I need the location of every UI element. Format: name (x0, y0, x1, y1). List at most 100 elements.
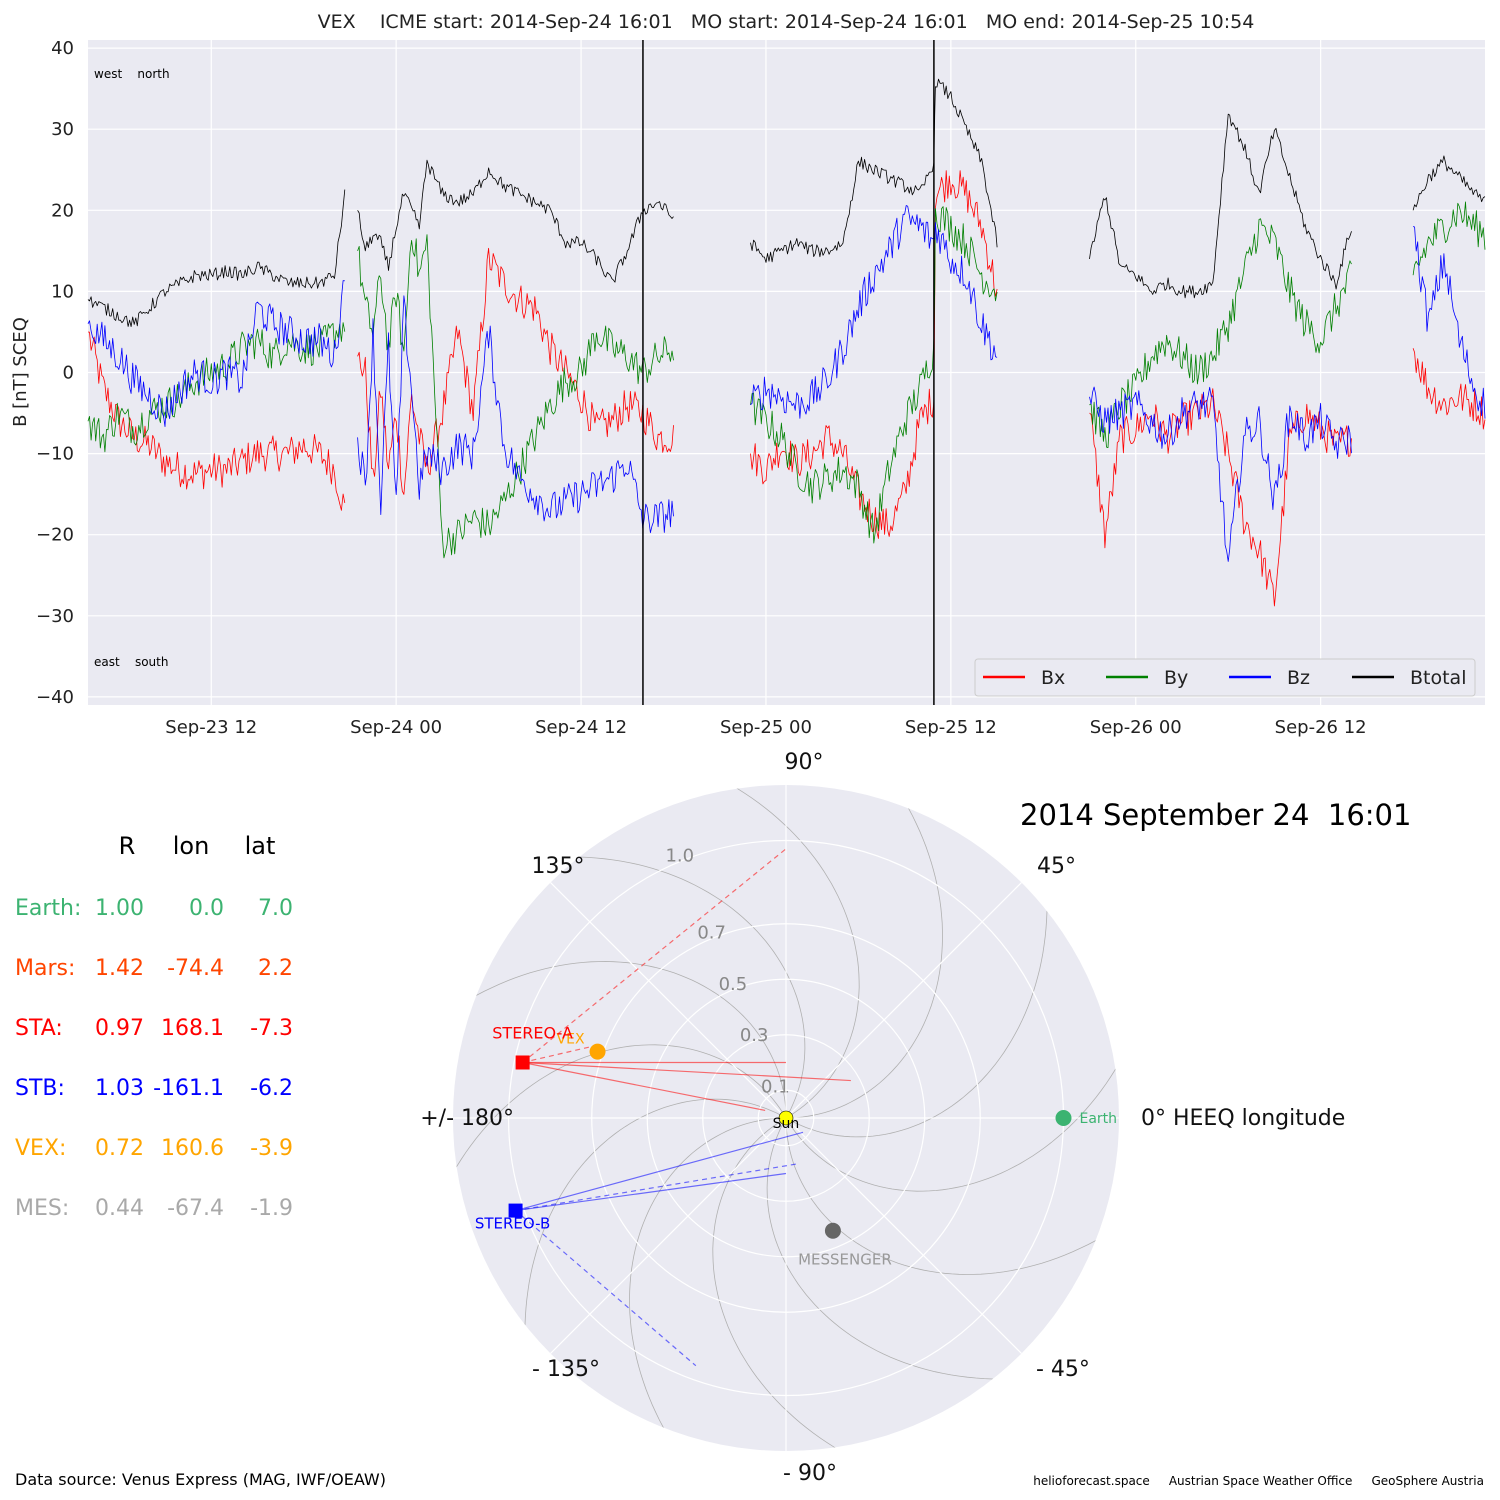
legend-label-bx: Bx (1041, 667, 1065, 689)
x-tick-label: Sep-26 12 (1275, 717, 1367, 738)
angle-label: - 45° (1036, 1357, 1090, 1382)
table-cell-lat: -1.9 (250, 1196, 293, 1221)
y-tick-label: 30 (51, 119, 74, 140)
x-tick-label: Sep-25 12 (905, 717, 997, 738)
x-tick-label: Sep-23 12 (165, 717, 257, 738)
chart-title: VEX ICME start: 2014-Sep-24 16:01 MO sta… (318, 11, 1255, 33)
table-header-r: R (119, 832, 136, 860)
series-by-line (1412, 201, 1486, 276)
series-btotal-line (1412, 155, 1486, 211)
fov-line (515, 1210, 697, 1367)
fov-line (515, 1163, 796, 1212)
parker-spiral (524, 1098, 787, 1343)
marker-vex (589, 1043, 606, 1060)
table-cell-lat: -6.2 (250, 1076, 293, 1101)
label-vex: VEX (557, 1032, 585, 1048)
parker-spiral (561, 856, 806, 1119)
y-axis-label: B [nT] SCEQ (10, 317, 31, 427)
fov-line (515, 1131, 804, 1212)
series-btotal-line (750, 78, 998, 263)
angle-label: 135° (532, 854, 585, 879)
table-cell-lat: 7.0 (258, 896, 293, 921)
table-cell-lat: -7.3 (250, 1016, 293, 1041)
series-lines (87, 78, 1486, 607)
x-tick-label: Sep-26 00 (1090, 717, 1182, 738)
table-header-lat: lat (245, 832, 276, 860)
date-label: 2014 September 24 16:01 (1020, 798, 1411, 832)
label-stereob: STEREO-B (475, 1215, 550, 1233)
series-bz-line (87, 280, 345, 427)
table-row-name: Earth: (15, 896, 81, 921)
series-bz-line (357, 295, 674, 534)
label-messenger: MESSENGER (798, 1251, 892, 1269)
angular-grid-line (550, 1117, 787, 1354)
table-row-name: STA: (15, 1016, 63, 1041)
marker-earth (1055, 1110, 1072, 1126)
series-bz-line (1412, 226, 1486, 419)
label-stereoa: STEREO-A (492, 1023, 573, 1042)
y-tick-label: 0 (63, 363, 74, 384)
x-tick-label: Sep-24 12 (535, 717, 627, 738)
y-tick-labels: −40 −30 −20 −10 0 10 20 30 40 (36, 38, 74, 708)
x-tick-labels: Sep-23 12 Sep-24 00 Sep-24 12 Sep-25 00 Sep-… (165, 717, 1366, 738)
marker-stereob (508, 1203, 523, 1218)
angle-label: 90° (785, 750, 824, 775)
parker-spiral (766, 1117, 1011, 1380)
table-cell-lon: -74.4 (167, 956, 224, 981)
legend-label-btotal: Btotal (1410, 667, 1466, 689)
fov-line (515, 1172, 787, 1212)
parker-spiral (712, 1117, 850, 1451)
y-tick-label: 20 (51, 200, 74, 221)
series-bx-line (750, 170, 998, 539)
series-by-line (1089, 218, 1352, 448)
legend-label-bz: Bz (1287, 667, 1310, 689)
series-btotal-line (1089, 113, 1352, 299)
parker-spiral (785, 793, 943, 1119)
table-cell-r: 0.97 (95, 1016, 144, 1041)
table-row-name: MES: (15, 1196, 69, 1221)
y-tick-label: 10 (51, 281, 74, 302)
radial-tick-label: 0.5 (719, 974, 748, 995)
table-row-name: STB: (15, 1076, 65, 1101)
legend: Bx By Bz Btotal (974, 658, 1476, 697)
series-bx-line (87, 331, 346, 511)
event-lines (642, 40, 935, 705)
annotation-east-south: east south (94, 655, 168, 669)
table-cell-lat: 2.2 (258, 956, 293, 981)
fov-line (522, 1061, 851, 1082)
angular-grid-line (785, 1117, 1022, 1354)
table-cell-lon: -161.1 (153, 1076, 224, 1101)
y-tick-label: 40 (51, 38, 74, 59)
angular-grid-line (550, 882, 787, 1119)
radial-tick-label: 1.0 (665, 846, 694, 867)
x-tick-label: Sep-25 00 (720, 717, 812, 738)
table-cell-r: 1.42 (95, 956, 144, 981)
y-tick-label: −40 (36, 687, 74, 708)
label-earth: Earth (1080, 1111, 1118, 1127)
table-cell-r: 0.44 (95, 1196, 144, 1221)
series-btotal-line (357, 159, 674, 283)
legend-box (974, 658, 1476, 697)
y-tick-label: −10 (36, 444, 74, 465)
table-row-name: VEX: (15, 1136, 66, 1161)
series-bz-line (1089, 386, 1352, 562)
radial-tick-label: 0.7 (697, 923, 726, 944)
parker-spiral (461, 961, 787, 1119)
fov-line (522, 1046, 591, 1064)
series-bx-line (1089, 388, 1352, 607)
parker-spiral (629, 1117, 787, 1443)
parker-spiral (785, 893, 1048, 1138)
marker-stereoa (515, 1055, 530, 1070)
data-source: Data source: Venus Express (MAG, IWF/OEA… (15, 1470, 386, 1489)
table-cell-lon: 168.1 (161, 1016, 224, 1041)
label-sun: Sun (773, 1116, 800, 1132)
table-cell-lon: 0.0 (189, 896, 224, 921)
table-cell-r: 0.72 (95, 1136, 144, 1161)
grid-lines (88, 40, 1485, 705)
series-btotal-line (87, 189, 346, 327)
table-cell-lon: -67.4 (167, 1196, 224, 1221)
annotation-west-north: west north (94, 67, 170, 81)
angle-label: 45° (1037, 854, 1076, 879)
angle-label: - 135° (532, 1357, 600, 1382)
